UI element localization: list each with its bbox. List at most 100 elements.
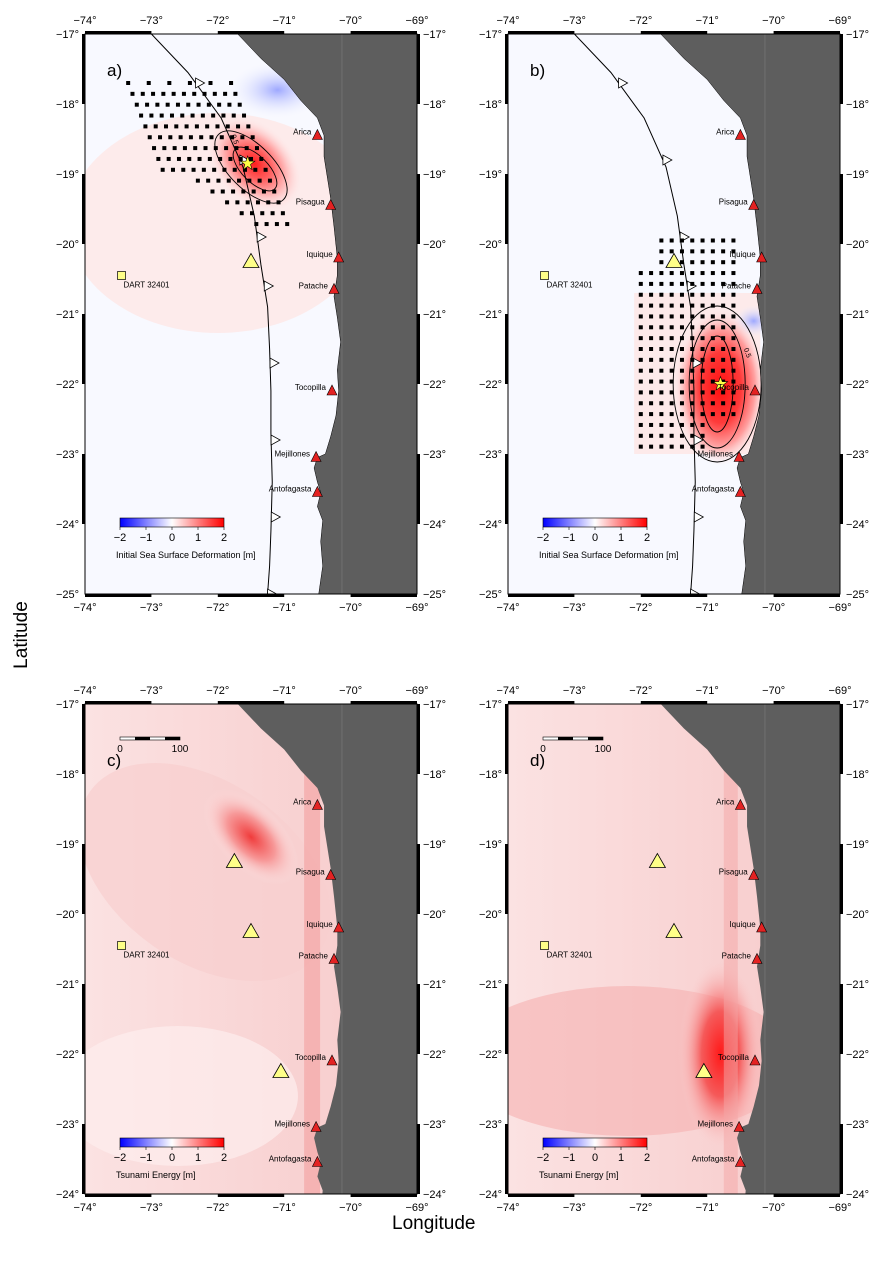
subfault-marker [690,412,695,417]
frame-tick-bar [773,594,840,597]
frame-tick-bar [417,844,420,914]
lat-tick-label: −18° [479,769,502,781]
subfault-marker [215,124,220,129]
subfault-marker [247,178,252,183]
lon-tick-label: −73° [140,685,163,697]
subfault-marker [659,271,664,276]
lat-tick-label: −19° [479,169,502,181]
lat-tick-label: −19° [479,839,502,851]
subfault-marker [679,401,684,406]
subfault-marker [261,189,266,194]
subfault-marker [193,146,198,151]
station-label: Antofagasta [269,485,312,494]
frame-tick-bar [840,1124,843,1194]
dart-label: DART 32401 [547,951,594,960]
subfault-marker [721,292,726,297]
lon-tick-label: −71° [273,15,296,27]
subfault-marker [731,281,736,286]
subfault-marker [700,303,705,308]
y-axis-title: Latitude [11,601,32,669]
subfault-marker [679,412,684,417]
lon-tick-label: −69° [405,602,428,614]
subfault-marker [700,314,705,319]
subfault-marker [669,422,674,427]
lon-tick-label: −73° [140,602,163,614]
lat-tick-label: −20° [846,239,869,251]
frame-tick-bar [82,704,85,774]
trench-line [151,34,273,594]
colorbar-tick-label: 2 [221,532,227,544]
lat-tick-label: −22° [56,379,79,391]
land [237,34,417,594]
station-label: Antofagasta [269,1155,312,1164]
frame-tick-bar [350,594,417,597]
subfault-marker [721,412,726,417]
lon-tick-label: −74° [496,1202,519,1214]
subfault-marker [700,357,705,362]
subfault-marker [192,91,197,96]
subfault-marker [679,368,684,373]
subfault-marker [182,146,187,151]
subfault-marker [249,211,254,216]
subfault-marker [679,249,684,254]
subfault-marker [690,336,695,341]
subfault-marker [228,156,233,161]
subfault-marker [224,146,229,151]
lon-tick-label: −72° [629,1202,652,1214]
subfault-marker [649,281,654,286]
subfault-marker [638,422,643,427]
subfault-marker [669,271,674,276]
subfault-marker [731,249,736,254]
subfault-marker [659,303,664,308]
subfault-marker [234,146,239,151]
subfault-marker [196,102,201,107]
subfault-marker [731,303,736,308]
lat-tick-label: −17° [479,29,502,41]
subfault-marker [230,135,235,140]
lon-tick-label: −74° [73,685,96,697]
lat-tick-label: −23° [846,449,869,461]
station-label: Pisagua [719,198,748,207]
subfault-marker [700,260,705,265]
subfault-marker [659,260,664,265]
lat-tick-label: −17° [846,699,869,711]
subfault-marker [267,178,272,183]
frame-tick-bar [85,594,152,597]
subfault-marker [206,102,211,107]
subfault-marker [679,314,684,319]
subfault-marker [649,412,654,417]
subfault-marker [139,113,144,118]
frame-tick-bar [82,844,85,914]
trench-triangle [267,588,278,594]
subfault-marker [690,260,695,265]
frame-tick-bar [417,34,420,104]
subfault-marker [710,401,715,406]
trench-triangle [692,357,703,369]
tide-gauge-marker [225,852,244,868]
lon-tick-label: −70° [339,602,362,614]
tide-gauge-marker [648,852,667,868]
subfault-marker [184,124,189,129]
energy-peak [678,959,763,1149]
subfault-marker [649,422,654,427]
lon-tick-label: −73° [563,602,586,614]
scalebar-label: 100 [595,744,612,755]
lat-tick-label: −23° [423,449,446,461]
lat-tick-label: −18° [423,769,446,781]
frame-tick-bar [82,984,85,1054]
coastline [237,34,341,594]
subfault-marker [245,200,250,205]
dart-marker [540,941,549,950]
subfault-marker [197,156,202,161]
frame-tick-bar [217,1194,285,1197]
scalebar-segment [558,737,573,740]
subfault-marker [638,444,643,449]
colorbar-tick-label: 0 [592,532,598,544]
station-marker [311,128,323,140]
panel-b: DART 32401 Arica Pisagua Iquique Patache Toco… [479,15,869,614]
subfault-marker [649,357,654,362]
subfault-marker [721,325,726,330]
coastal-energy [304,704,321,1194]
lat-tick-label: −24° [479,1189,502,1201]
subfault-marker [659,433,664,438]
